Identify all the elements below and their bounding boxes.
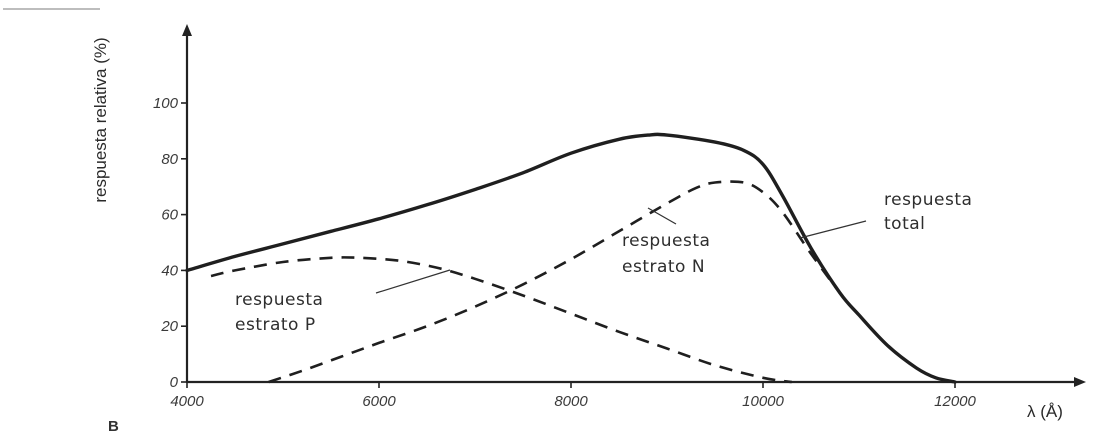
annotation-total: respuesta total — [799, 190, 972, 239]
annotation-estrato-p: respuesta estrato P — [235, 269, 451, 335]
annotation-estrato-n: respuesta estrato N — [622, 207, 710, 277]
y-tick-label: 80 — [161, 151, 178, 168]
y-tick-label: 40 — [161, 262, 178, 279]
annotation-total-line-1: respuesta — [884, 190, 972, 210]
x-tick-label: 10000 — [742, 393, 784, 410]
y-tick-label: 60 — [161, 207, 178, 224]
annotation-total-line-2: total — [884, 214, 925, 234]
annotation-estrato-p-leader — [375, 269, 451, 294]
x-tick-label: 4000 — [170, 393, 204, 410]
series-line-respuesta-estrato-p — [210, 256, 792, 384]
panel-label: B — [108, 418, 119, 434]
x-tick-label: 8000 — [554, 393, 588, 410]
annotation-estrato-p-line-2: estrato P — [235, 315, 316, 335]
annotation-estrato-n-line-1: respuesta — [622, 231, 710, 251]
y-tick-label: 0 — [170, 374, 179, 391]
series-layer — [185, 132, 957, 384]
y-tick-label: 20 — [160, 318, 178, 335]
y-axis-title: respuesta relativa (%) — [91, 37, 110, 202]
y-axis-ticks: 0 20 40 60 80 100 — [153, 95, 187, 391]
annotation-estrato-n-line-2: estrato N — [622, 257, 705, 277]
x-axis-ticks: 4000 6000 8000 10000 12000 — [170, 382, 977, 410]
x-axis-title: λ (Å) — [1027, 402, 1063, 421]
y-tick-label: 100 — [153, 95, 179, 112]
annotation-total-leader — [799, 220, 867, 239]
x-tick-label: 12000 — [934, 393, 976, 410]
annotation-estrato-n-leader — [647, 207, 677, 225]
series-line-respuesta-total — [185, 132, 957, 384]
series-line-respuesta-estrato-n — [268, 180, 956, 384]
annotation-estrato-p-line-1: respuesta — [235, 290, 323, 310]
x-tick-label: 6000 — [362, 393, 396, 410]
